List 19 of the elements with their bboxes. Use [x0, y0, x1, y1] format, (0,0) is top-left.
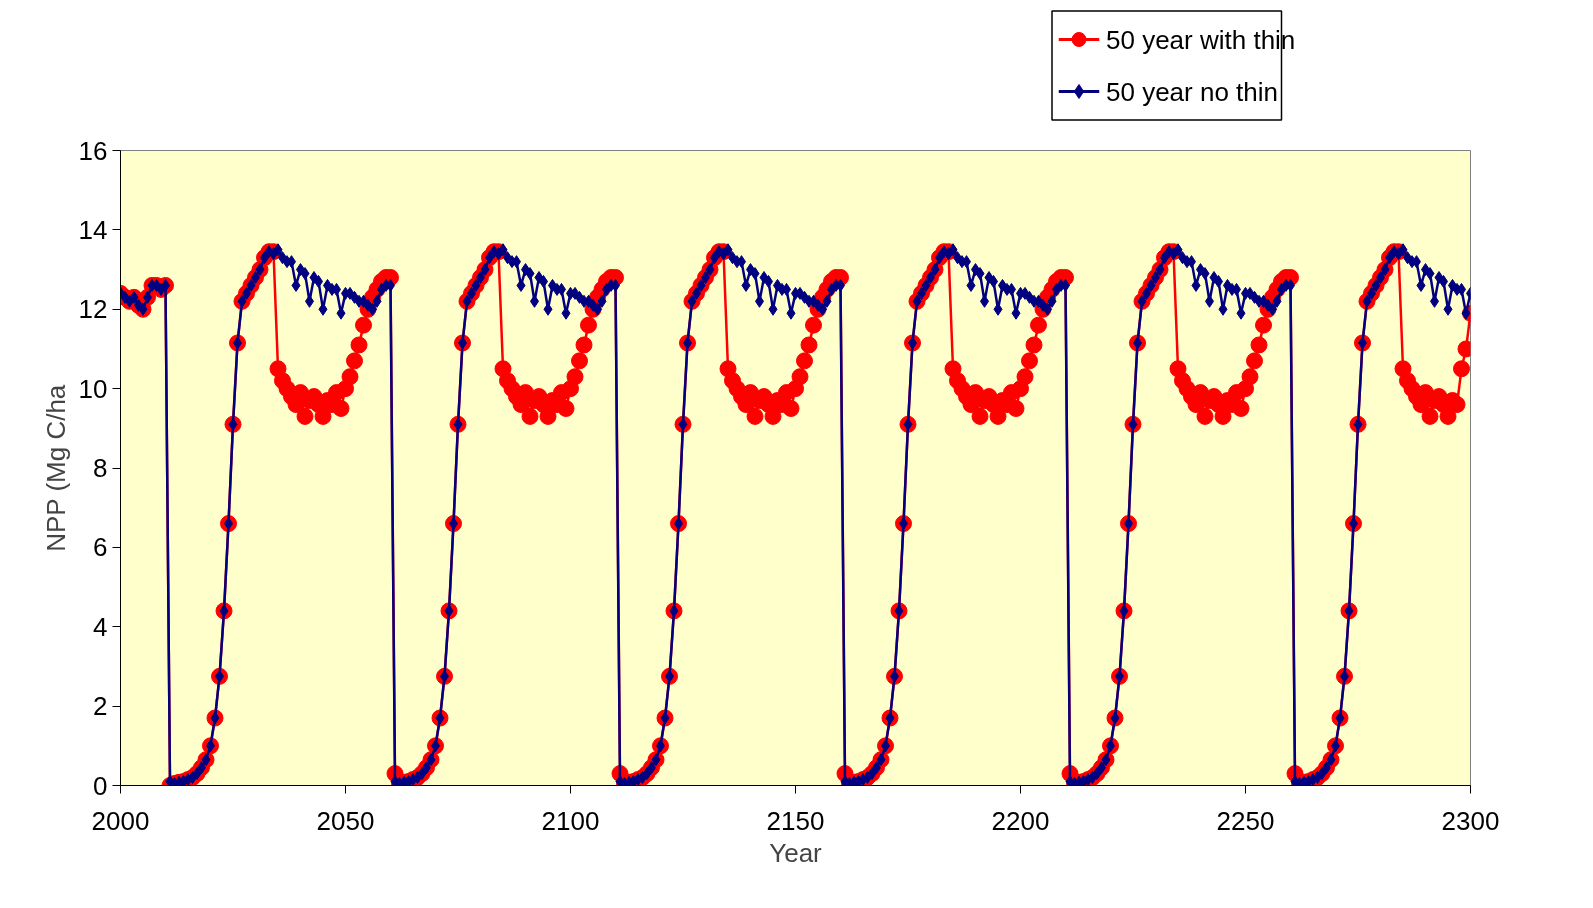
- y-tick-label: 16: [78, 135, 108, 166]
- legend-label: 50 year no thin: [1106, 76, 1279, 107]
- y-tick-label: 4: [93, 611, 108, 642]
- y-tick-label: 8: [93, 453, 108, 483]
- y-tick-label: 10: [78, 373, 108, 404]
- x-tick-label: 2300: [1441, 805, 1500, 836]
- x-tick-label: 2200: [991, 805, 1050, 836]
- x-tick-label: 2150: [766, 805, 825, 836]
- y-tick-label: 2: [93, 691, 108, 722]
- x-tick-label: 2250: [1216, 805, 1275, 836]
- y-tick-label: 14: [78, 214, 108, 245]
- y-tick-label: 0: [93, 770, 108, 801]
- y-tick-label: 12: [78, 294, 108, 325]
- y-tick-label: 6: [93, 532, 108, 563]
- y-axis-title: NPP (Mg C/ha: [40, 384, 71, 552]
- x-tick-label: 2000: [91, 805, 150, 836]
- x-tick-label: 2050: [316, 805, 375, 836]
- x-axis-title: Year: [769, 837, 823, 868]
- x-tick-label: 2100: [541, 805, 600, 836]
